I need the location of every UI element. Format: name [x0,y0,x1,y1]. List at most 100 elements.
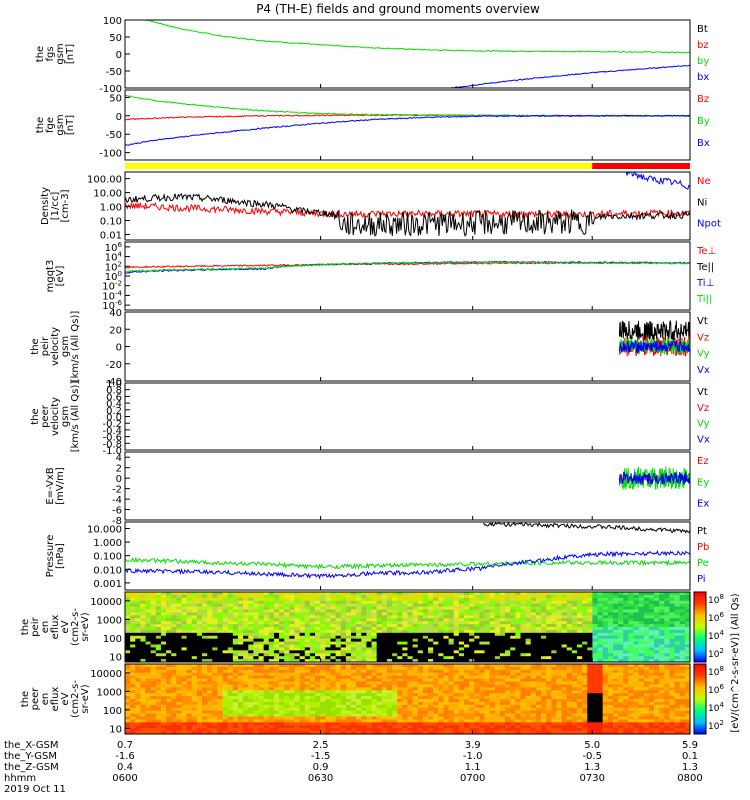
x-row-value: 0730 [579,773,604,784]
y-tick-label: 100 [103,634,122,645]
panel-frame [124,89,691,161]
series-group [618,466,690,490]
panel-peer_spec: 10000 1000 100 10 the peer en eflux eV (cm2-s-sr-… [20,663,691,735]
legend-Vy: Vy [697,419,710,430]
y-axis-label: eflux [50,615,61,640]
y-tick-label: -4 [112,495,122,506]
y-axis-label: mgqt3 [45,260,56,293]
panel-density: 100.00 10.00 1.00 0.10 0.01 Density [1/cc] [cm-… [40,171,721,241]
y-tick-label: 4 [116,453,122,464]
y-axis-label: gsm [60,406,71,427]
y-tick-label: 10 [109,652,122,663]
y-tick-label: -50 [106,67,122,78]
y-tick-label: 10.000 [87,524,122,535]
series-Ti|| [125,260,690,273]
series-group [125,172,690,238]
panel-frame [124,311,691,382]
y-tick-label: 10 [109,724,122,735]
y-axis-label: eV [60,620,71,633]
x-axis-labels: the_X-GSM 0.7 2.5 3.9 5.0 5.9 the_Y-GSM -1.6 -1.… [4,740,703,795]
y-tick-label: 50 [109,93,122,104]
y-tick-label: 1.000 [93,538,122,549]
x-row-value: 0800 [677,773,702,784]
panel-frame [124,521,691,591]
x-row-value: -1.0 [463,751,483,762]
y-tick-label: 1000 [97,687,122,698]
legend-Bt: Bt [697,24,708,35]
spectrogram-peer_spec [125,664,690,734]
legend-Vx: Vx [697,365,710,376]
y-tick-label: 0.0 [106,413,122,424]
y-axis-label: [1/cc] [50,192,61,221]
colorbar-label: [eV/(cm^2-s-sr-eV)] (All Qs) [730,593,741,732]
y-tick-label: -50 [106,130,122,141]
panel-frame [124,382,691,451]
legend-Npot: Npot [697,219,721,230]
legend-by: by [697,56,709,67]
y-axis-label: eflux [50,687,61,712]
series-Vx [618,339,690,354]
y-axis-label: en [40,693,51,706]
panel-frame [124,241,691,311]
y-tick-label: 10-2 [102,280,122,293]
series-Pi [125,549,690,580]
y-tick-label: 10000 [90,597,122,608]
y-tick-label: -0.8 [102,439,122,450]
series-group [145,20,690,88]
x-row-value: -0.5 [582,751,602,762]
y-axis-label: [cm-3] [60,189,71,222]
y-axis-label: the [30,408,41,424]
legend-Ez: Ez [697,456,709,467]
y-tick-label: -2 [112,485,122,496]
legend-Vy: Vy [697,349,710,360]
series-Pe [125,556,690,570]
legend-bz: bz [697,40,709,51]
y-tick-label: 0.001 [93,579,122,590]
legend-Pb: Pb [697,542,709,553]
y-axis-label: [km/s (All Qs)] [70,381,81,453]
y-axis-label: eV [60,692,71,705]
series-group [125,522,690,580]
x-row-value: 0600 [112,773,137,784]
x-row-value: 0630 [308,773,333,784]
legend-Ti⊥: Ti⊥ [696,278,714,289]
y-axis-label: the [20,691,31,707]
series-group [618,319,690,358]
legend-Ex: Ex [697,499,709,510]
y-tick-label: 106 [105,241,123,254]
y-axis-label: [nT] [65,44,76,64]
legend-Ne: Ne [697,176,711,187]
y-tick-label: -0.4 [102,426,122,437]
y-axis-label: E=-VxB [45,467,56,504]
y-axis-label: gsm [55,43,66,64]
y-axis-label: velocity [50,327,61,366]
y-tick-label: 0.100 [93,552,122,563]
series-group [125,94,690,146]
y-tick-label: 50 [109,33,122,44]
y-tick-label: -20 [106,360,122,371]
legend-Pi: Pi [697,574,706,585]
x-row-value: 0.4 [117,762,133,773]
plot-title: P4 (TH-E) fields and ground moments over… [256,2,540,16]
y-axis-label: the [35,117,46,133]
y-tick-label: 100.00 [87,175,122,186]
x-row-value: 1.3 [682,762,698,773]
series-Npot [625,172,690,190]
y-tick-label: 1.00 [100,203,122,214]
mode-bar-segment [592,163,690,169]
panel-fge: 50 0 -50 -100 the fge gsm [nT] Bz By Bx [35,89,710,161]
legend-Pt: Pt [697,526,707,537]
y-axis-label: fgs [45,46,56,61]
y-tick-label: 10.00 [93,189,122,200]
y-tick-label: 104 [105,251,123,264]
y-tick-label: 0 [116,50,122,61]
y-axis-label: (cm2-s- [70,608,81,646]
x-row-value: 0.7 [117,740,133,751]
y-tick-label: 10-6 [102,299,122,312]
x-row-value: 0.1 [682,751,698,762]
y-axis-label: en [40,621,51,634]
panel-fgs: 100 50 0 -50 -100 the fgs gsm [nT] Bt bz by bx [35,16,709,95]
panel-mode [125,163,690,169]
y-axis-label: Pressure [45,535,56,578]
